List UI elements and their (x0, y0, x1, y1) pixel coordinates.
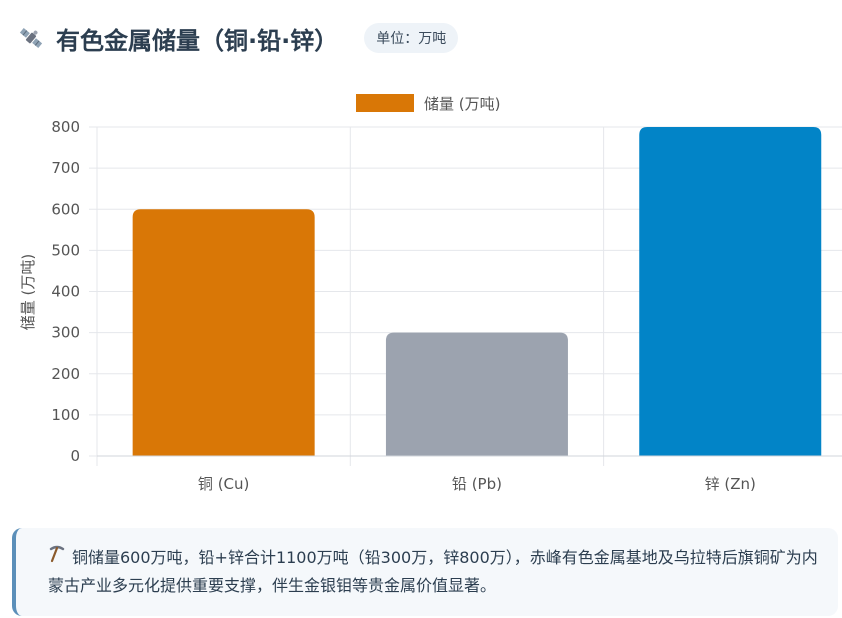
x-tick-label: 铜 (Cu) (198, 475, 249, 493)
satellite-icon (16, 23, 46, 53)
pickaxe-icon (48, 544, 66, 572)
y-tick-label: 500 (51, 241, 80, 259)
note-text: 铜储量600万吨，铅+锌合计1100万吨（铅300万，锌800万），赤峰有色金属… (48, 548, 818, 595)
y-tick-label: 800 (51, 118, 80, 136)
chart-header: 有色金属储量（铜·铅·锌） 单位：万吨 (16, 18, 459, 58)
bar-2 (639, 127, 822, 456)
y-tick-label: 600 (51, 200, 80, 218)
y-tick-label: 300 (51, 324, 80, 342)
y-tick-label: 200 (51, 365, 80, 383)
y-tick-label: 400 (51, 283, 80, 301)
bar-chart: 0 100 200 300 400 500 600 700 800 铜 (Cu) 铅 (Pb) 锌 (… (19, 118, 842, 493)
y-tick-label: 700 (51, 159, 80, 177)
bar-1 (385, 332, 568, 456)
info-note: 铜储量600万吨，铅+锌合计1100万吨（铅300万，锌800万），赤峰有色金属… (12, 528, 838, 616)
y-axis-label: 储量 (万吨) (19, 254, 37, 330)
x-tick-label: 铅 (Pb) (452, 475, 502, 493)
y-tick-label: 100 (51, 406, 80, 424)
page-title: 有色金属储量（铜·铅·锌） (56, 26, 339, 55)
y-tick-label: 0 (70, 447, 80, 465)
x-tick-label: 锌 (Zn) (705, 475, 756, 493)
legend-label: 储量 (万吨) (424, 94, 501, 113)
bar-0 (132, 209, 315, 456)
unit-badge: 单位：万吨 (364, 23, 459, 53)
legend-swatch (356, 94, 414, 112)
chart-legend[interactable]: 储量 (万吨) (356, 92, 500, 114)
